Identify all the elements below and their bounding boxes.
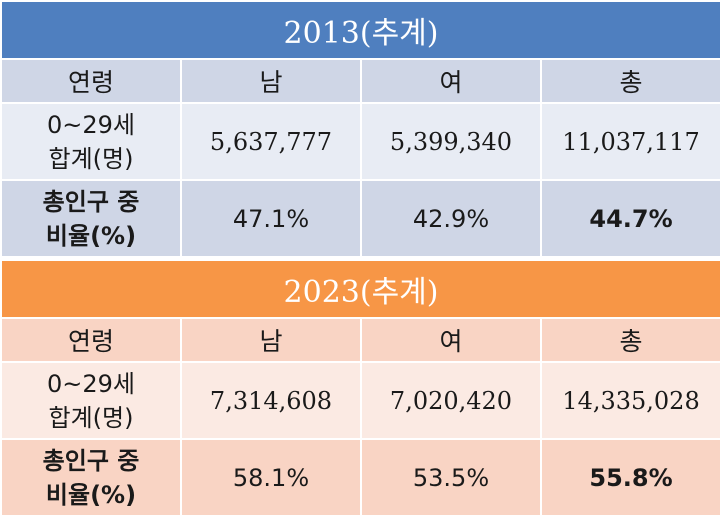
value-male: 5,637,777 — [180, 102, 362, 181]
header-row: 연령 남 여 총 — [0, 58, 720, 104]
table-2013: 2013(추계) 연령 남 여 총 0~29세 합계(명) 5,637,777 … — [0, 0, 720, 258]
value-total: 11,037,117 — [539, 102, 720, 181]
table-2023: 2023(추계) 연령 남 여 총 0~29세 합계(명) 7,314,608 … — [0, 259, 720, 517]
row-label-line: 합계(명) — [48, 144, 134, 173]
ratio-total: 44.7% — [539, 179, 720, 258]
row-label-line: 비율(%) — [45, 480, 137, 509]
value-female: 7,020,420 — [360, 361, 542, 440]
ratio-total: 55.8% — [539, 438, 720, 517]
row-label-line: 0~29세 — [47, 110, 135, 139]
header-female: 여 — [360, 58, 542, 104]
table-row: 0~29세 합계(명) 5,637,777 5,399,340 11,037,1… — [0, 102, 720, 181]
table-row: 0~29세 합계(명) 7,314,608 7,020,420 14,335,0… — [0, 361, 720, 440]
value-male: 7,314,608 — [180, 361, 362, 440]
table-title: 2013(추계) — [0, 0, 720, 60]
row-label-total: 0~29세 합계(명) — [0, 102, 182, 181]
row-label-ratio: 총인구 중 비율(%) — [0, 179, 182, 258]
row-label-ratio: 총인구 중 비율(%) — [0, 438, 182, 517]
row-label-total: 0~29세 합계(명) — [0, 361, 182, 440]
ratio-female: 53.5% — [360, 438, 542, 517]
ratio-female: 42.9% — [360, 179, 542, 258]
table-title: 2023(추계) — [0, 259, 720, 319]
row-label-line: 총인구 중 — [42, 187, 140, 216]
row-label-line: 합계(명) — [48, 403, 134, 432]
value-female: 5,399,340 — [360, 102, 542, 181]
ratio-male: 58.1% — [180, 438, 362, 517]
header-row: 연령 남 여 총 — [0, 317, 720, 363]
header-female: 여 — [360, 317, 542, 363]
value-total: 14,335,028 — [539, 361, 720, 440]
header-total: 총 — [539, 317, 720, 363]
row-label-line: 총인구 중 — [42, 446, 140, 475]
ratio-male: 47.1% — [180, 179, 362, 258]
table-row: 총인구 중 비율(%) 47.1% 42.9% 44.7% — [0, 179, 720, 258]
header-age: 연령 — [0, 58, 182, 104]
table-row: 총인구 중 비율(%) 58.1% 53.5% 55.8% — [0, 438, 720, 517]
header-age: 연령 — [0, 317, 182, 363]
header-male: 남 — [180, 317, 362, 363]
row-label-line: 0~29세 — [47, 369, 135, 398]
row-label-line: 비율(%) — [45, 221, 137, 250]
header-male: 남 — [180, 58, 362, 104]
header-total: 총 — [539, 58, 720, 104]
